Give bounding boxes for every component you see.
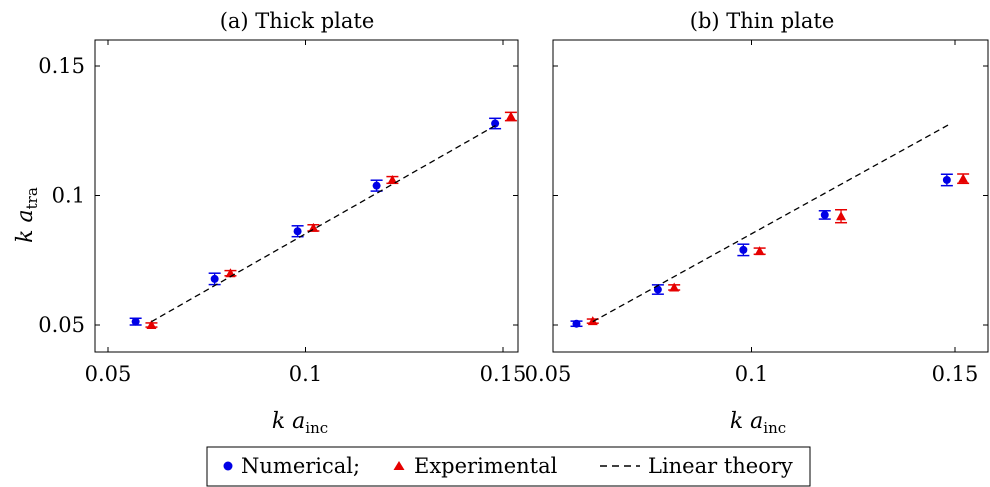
experimental-point	[668, 282, 681, 292]
numerical-marker	[491, 119, 500, 128]
experimental-marker	[308, 222, 319, 232]
experimental-point	[835, 208, 848, 224]
legend-linear-theory-label: Linear theory	[648, 454, 793, 478]
panel-b-title: (b) Thin plate	[690, 9, 835, 33]
experimental-point	[504, 111, 517, 122]
legend-numerical-label: Numerical;	[241, 454, 360, 478]
experimental-marker	[669, 282, 680, 292]
experimental-marker	[387, 174, 398, 184]
panel-b-frame	[552, 39, 989, 353]
legend-numerical-marker	[223, 461, 233, 471]
experimental-point	[753, 246, 766, 256]
panel-a-x-label: k ainc	[272, 409, 328, 437]
numerical-point	[129, 317, 142, 326]
x-tick-label: 0.1	[289, 362, 322, 386]
linear-theory-line	[151, 122, 500, 323]
numerical-marker	[131, 317, 140, 326]
experimental-marker	[958, 173, 969, 183]
experimental-point	[386, 174, 399, 185]
panel-a-plot-area	[129, 111, 517, 329]
numerical-point	[208, 272, 221, 286]
legend: Numerical; Experimental Linear theory	[206, 446, 811, 487]
numerical-point	[291, 225, 304, 238]
experimental-marker	[836, 211, 847, 221]
numerical-marker	[653, 285, 662, 294]
numerical-marker	[572, 319, 581, 328]
x-tick-label: 0.15	[932, 362, 979, 386]
x-tick-label: 0.1	[735, 362, 768, 386]
experimental-point	[957, 173, 970, 185]
y-tick-label: 0.05	[38, 313, 85, 337]
experimental-marker	[754, 246, 765, 256]
numerical-point	[489, 117, 502, 130]
experimental-marker	[587, 316, 598, 326]
panel-a-title: (a) Thick plate	[220, 9, 375, 33]
numerical-marker	[942, 175, 951, 184]
y-tick-label: 0.1	[52, 184, 85, 208]
experimental-point	[224, 268, 237, 278]
legend-box	[206, 446, 811, 487]
numerical-marker	[293, 227, 302, 236]
panel-a-frame	[94, 39, 519, 353]
numerical-point	[651, 284, 664, 295]
numerical-marker	[210, 274, 219, 283]
panel-b-plot-area	[570, 122, 970, 328]
experimental-marker	[505, 111, 516, 121]
experimental-point	[586, 316, 599, 326]
numerical-point	[737, 243, 750, 257]
numerical-point	[818, 210, 831, 220]
numerical-point	[370, 179, 383, 192]
panel-a: (a) Thick plate 0.05 0.1 0.15 0.05 0.1 0.15 k…	[13, 9, 526, 437]
legend-experimental-marker	[393, 461, 405, 470]
panel-a-ticks: 0.05 0.1 0.15 0.05 0.1 0.15	[38, 40, 526, 386]
y-tick-label: 0.15	[38, 54, 85, 78]
panel-b: (b) Thin plate 0.05 0.1 0.15 k ainc	[525, 9, 989, 437]
numerical-marker	[820, 210, 829, 219]
numerical-marker	[372, 181, 381, 190]
x-tick-label: 0.05	[525, 362, 572, 386]
numerical-marker	[739, 245, 748, 254]
experimental-marker	[225, 268, 236, 278]
numerical-point	[570, 319, 583, 328]
x-tick-label: 0.05	[85, 362, 132, 386]
numerical-point	[940, 173, 953, 187]
panel-b-x-label: k ainc	[730, 409, 786, 437]
linear-theory-line	[592, 122, 952, 323]
experimental-point	[145, 320, 158, 329]
legend-experimental-label: Experimental	[414, 454, 558, 478]
experimental-marker	[146, 320, 157, 329]
panel-b-ticks: 0.05 0.1 0.15	[525, 40, 988, 386]
x-tick-label: 0.15	[480, 362, 527, 386]
panel-a-y-label: k atra	[13, 187, 41, 243]
